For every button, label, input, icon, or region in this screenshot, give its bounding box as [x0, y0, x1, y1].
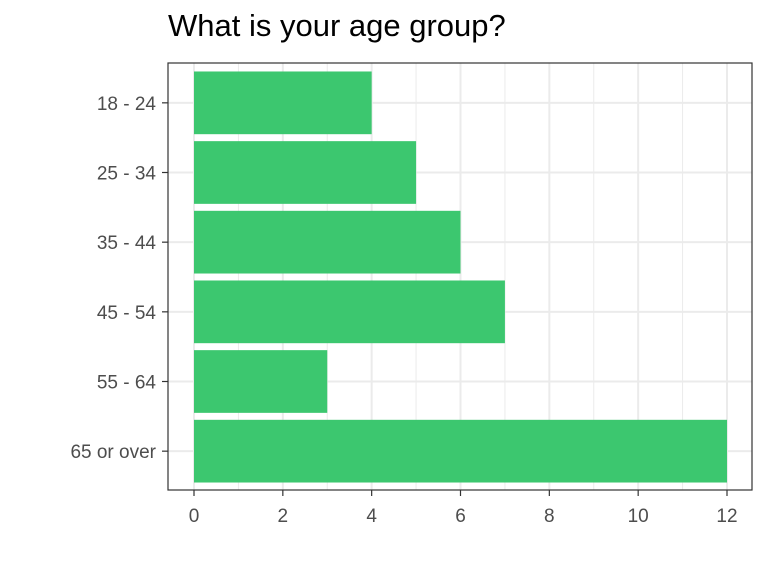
- x-tick-label: 0: [189, 506, 200, 527]
- bar-25-34: [194, 141, 417, 204]
- bar-45-54: [194, 280, 505, 344]
- y-tick-label: 55 - 64: [97, 373, 157, 394]
- x-tick-label: 10: [628, 506, 649, 527]
- y-tick-label: 35 - 44: [97, 233, 157, 254]
- x-tick-label: 8: [544, 506, 555, 527]
- y-tick-label: 18 - 24: [97, 94, 157, 115]
- bar-35-44: [194, 210, 461, 274]
- y-tick-label: 65 or over: [70, 442, 156, 463]
- x-tick-label: 2: [278, 506, 289, 527]
- bar-55-64: [194, 350, 328, 413]
- bar-18-24: [194, 71, 372, 135]
- x-tick-label: 12: [716, 506, 737, 527]
- bar-65orover: [194, 419, 727, 483]
- chart-title: What is your age group?: [168, 8, 506, 43]
- y-tick-label: 25 - 34: [97, 164, 157, 185]
- x-tick-label: 6: [455, 506, 466, 527]
- y-tick-label: 45 - 54: [97, 303, 157, 324]
- x-tick-label: 4: [366, 506, 377, 527]
